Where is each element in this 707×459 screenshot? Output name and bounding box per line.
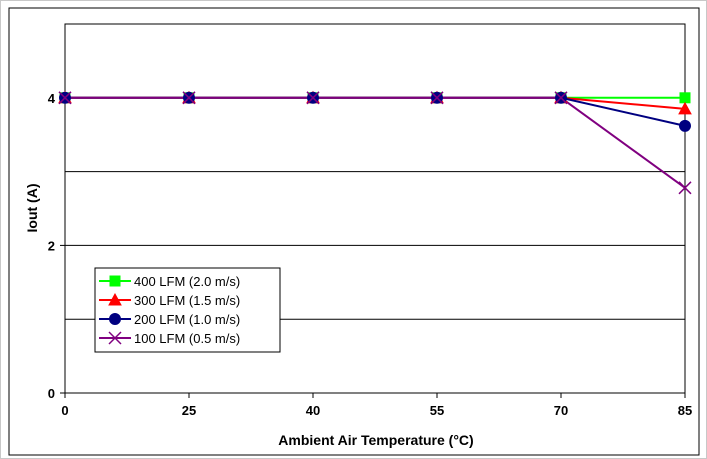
y-tick-label: 0 bbox=[48, 386, 55, 401]
x-tick-label: 0 bbox=[61, 403, 68, 418]
data-point-2 bbox=[679, 119, 691, 132]
legend-entry: 300 LFM (1.5 m/s) bbox=[134, 293, 240, 308]
data-point-3 bbox=[678, 181, 692, 195]
x-tick-label: 55 bbox=[430, 403, 444, 418]
y-tick-label: 4 bbox=[48, 91, 56, 106]
data-point-3 bbox=[182, 91, 196, 105]
data-point-3 bbox=[430, 91, 444, 105]
legend-marker bbox=[109, 275, 121, 287]
data-point-3 bbox=[58, 91, 72, 105]
series-line-3 bbox=[65, 96, 686, 189]
x-tick-label: 25 bbox=[182, 403, 196, 418]
x-tick-label: 40 bbox=[306, 403, 320, 418]
legend-marker bbox=[108, 331, 122, 345]
legend: 400 LFM (2.0 m/s) 300 LFM (1.5 m/s) 200 LF… bbox=[94, 267, 281, 353]
data-point-3 bbox=[554, 91, 568, 105]
legend-entry: 100 LFM (0.5 m/s) bbox=[134, 331, 240, 346]
y-tick-label: 2 bbox=[48, 238, 55, 253]
series-layer bbox=[58, 90, 692, 195]
x-axis-title: Ambient Air Temperature (°C) bbox=[278, 432, 473, 448]
legend-marker bbox=[108, 292, 122, 306]
legend-entry: 200 LFM (1.0 m/s) bbox=[134, 312, 240, 327]
data-point-0 bbox=[679, 92, 691, 104]
data-point-3 bbox=[306, 91, 320, 105]
data-point-1 bbox=[678, 101, 692, 115]
legend-marker bbox=[109, 313, 121, 325]
x-tick-label: 70 bbox=[554, 403, 568, 418]
legend-entry: 400 LFM (2.0 m/s) bbox=[134, 274, 240, 289]
x-tick-label: 85 bbox=[678, 403, 692, 418]
y-axis-title: Iout (A) bbox=[24, 184, 40, 233]
